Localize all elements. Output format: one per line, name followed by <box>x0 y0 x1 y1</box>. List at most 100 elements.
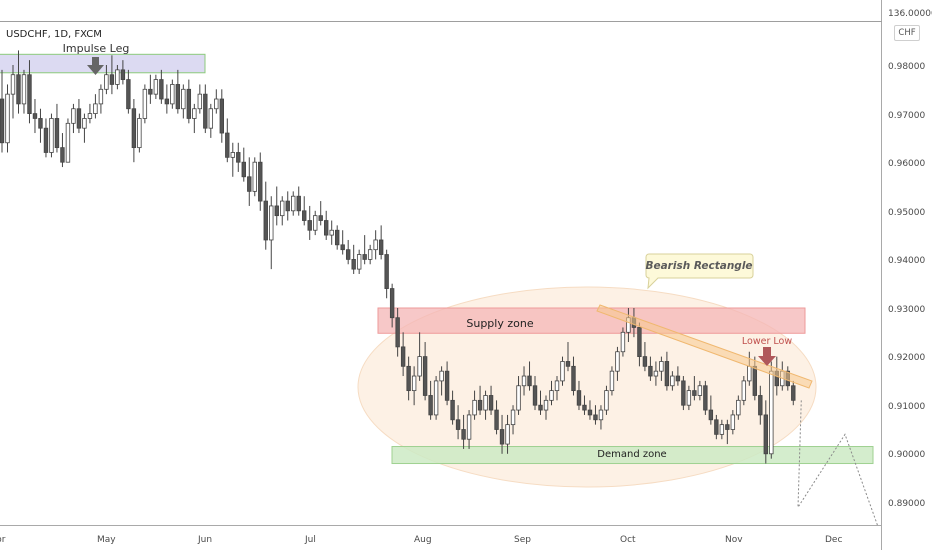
candle-down <box>318 215 323 221</box>
candle-up <box>598 409 604 421</box>
candle-down <box>664 361 670 387</box>
candle-down <box>642 356 648 367</box>
candle-up <box>417 356 422 377</box>
symbol-title: USDCHF, 1D, FXCM <box>6 29 102 40</box>
candle-up <box>505 424 510 445</box>
price-tick: 136.00000 <box>888 9 932 19</box>
time-tick: Dec <box>825 535 842 545</box>
candle-down <box>27 74 32 115</box>
candle-down <box>752 365 758 396</box>
candle-up <box>483 395 488 411</box>
candle-down <box>763 414 769 455</box>
candle-down <box>582 404 587 411</box>
candle-down <box>164 98 170 105</box>
candle-down <box>494 409 499 430</box>
time-axis[interactable]: pr May Jun Jul Aug Sep Oct Nov Dec <box>0 535 842 545</box>
lower-low-arrow-shaft <box>763 347 771 356</box>
candle-down <box>54 118 60 149</box>
candle-down <box>126 79 131 110</box>
price-axis-background <box>882 0 932 550</box>
candle-down <box>488 395 494 411</box>
candle-up <box>137 118 142 149</box>
candle-down <box>389 288 395 319</box>
candle-up <box>208 108 214 129</box>
candle-up <box>521 375 527 387</box>
candle-down <box>450 399 455 421</box>
price-tick: 0.98000 <box>888 62 925 72</box>
candle-up <box>373 239 378 251</box>
candle-up <box>10 74 16 95</box>
candle-down <box>38 118 43 129</box>
candle-down <box>791 385 796 401</box>
candle-up <box>620 331 626 353</box>
candle-down <box>203 93 208 129</box>
candle-up <box>472 399 477 416</box>
candle-down <box>587 409 593 416</box>
candle-down <box>258 161 263 202</box>
candle-down <box>131 108 137 149</box>
candle-up <box>560 361 565 382</box>
candle-up <box>21 74 27 105</box>
candle-up <box>670 375 675 387</box>
candle-down <box>307 220 312 231</box>
impulse-arrow-icon <box>87 65 104 75</box>
price-tick: 0.93000 <box>888 305 925 315</box>
currency-button[interactable]: CHF <box>894 25 920 41</box>
candle-down <box>725 424 730 430</box>
candles-layer <box>0 50 796 464</box>
supply-zone <box>377 307 806 334</box>
price-tick: 0.95000 <box>888 208 925 218</box>
projection-path <box>797 400 879 527</box>
candle-down <box>43 127 49 153</box>
time-tick: Jul <box>304 535 316 545</box>
time-tick: Jun <box>197 535 212 545</box>
candle-up <box>686 390 692 406</box>
candle-down <box>455 419 461 430</box>
candle-down <box>637 327 642 358</box>
candle-up <box>104 74 109 90</box>
candle-down <box>219 98 224 134</box>
candle-up <box>554 380 560 392</box>
candle-down <box>395 317 400 348</box>
candle-down <box>236 152 241 163</box>
supply-zone-label: Supply zone <box>466 317 533 330</box>
price-tick: 0.91000 <box>888 402 925 412</box>
impulse-arrow-shaft <box>92 57 99 65</box>
candle-up <box>65 122 71 163</box>
bearish-rectangle-label: Bearish Rectangle <box>645 260 752 272</box>
candle-up <box>329 229 334 236</box>
lower-low-label: Lower Low <box>742 336 792 347</box>
candle-up <box>170 84 175 105</box>
candle-down <box>76 108 82 129</box>
candle-up <box>609 370 615 392</box>
price-tick: 0.90000 <box>888 450 925 460</box>
candle-up <box>659 361 664 372</box>
candle-down <box>758 395 763 416</box>
bearish-rectangle-callout[interactable]: Bearish Rectangle <box>645 253 754 290</box>
price-axis[interactable]: 136.00000 0.98000 0.97000 0.96000 0.9500… <box>888 9 932 509</box>
candle-up <box>82 118 87 129</box>
candle-down <box>703 385 708 411</box>
candle-down <box>274 205 279 217</box>
candle-down <box>378 239 384 255</box>
candle-down <box>714 419 719 435</box>
candle-up <box>153 79 159 95</box>
candle-up <box>411 375 417 392</box>
candle-up <box>313 215 318 231</box>
candle-down <box>461 429 466 440</box>
candle-up <box>549 390 554 401</box>
candle-down <box>538 404 543 411</box>
candle-up <box>604 390 609 411</box>
candle-up <box>730 414 736 430</box>
time-tick: Nov <box>725 535 743 545</box>
time-tick: Oct <box>620 535 636 545</box>
candle-down <box>422 356 428 396</box>
candle-down <box>16 74 21 105</box>
candle-up <box>769 370 774 455</box>
price-tick: 0.92000 <box>888 353 925 363</box>
candle-up <box>466 414 472 440</box>
overlay-layer <box>87 57 879 527</box>
candle-down <box>241 161 246 178</box>
candle-up <box>71 108 76 124</box>
